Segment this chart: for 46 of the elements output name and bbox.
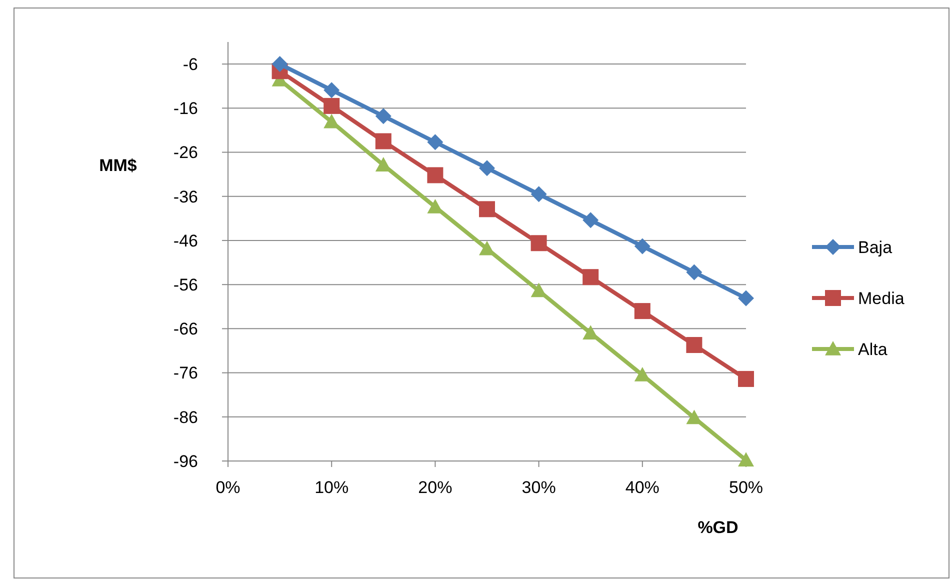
y-tick-label: -66 [173,320,198,339]
point [634,366,650,382]
y-axis-title: MM$ [99,156,138,175]
x-tick-label: 40% [625,478,660,497]
legend-label: Baja [858,238,893,257]
point [375,133,392,150]
point [427,167,444,184]
point [634,238,650,254]
point [324,82,340,98]
y-tick-label: -96 [173,452,198,471]
point [324,98,340,114]
x-tick-label: 20% [418,478,452,497]
y-tick-label: -36 [173,187,198,206]
x-axis-title: %GD [698,518,738,537]
x-tick-label: 10% [314,478,349,497]
x-tick-label: 30% [522,478,556,497]
point [582,212,599,228]
point [686,410,702,424]
point [738,370,754,387]
y-tick-label: -46 [173,231,198,250]
point [479,201,495,218]
point [530,282,547,298]
y-tick-label: -86 [173,408,198,427]
y-tick-label: -26 [173,143,198,162]
point [634,303,650,320]
x-tick-label: 0% [216,478,240,497]
point [479,240,495,256]
y-tick-label: -16 [173,99,198,118]
point [479,160,495,176]
point [582,269,599,286]
point [530,186,547,202]
legend-label: Alta [858,340,888,359]
point [738,452,754,467]
legend-label: Media [858,288,905,308]
y-tick-label: -56 [173,276,198,295]
point [375,157,392,172]
point [686,264,702,280]
point [375,108,392,124]
point [738,290,754,306]
y-tick-label: -76 [173,364,198,383]
point [686,337,702,354]
y-tick-label: -6 [182,55,198,74]
x-tick-label: 50% [728,478,764,497]
point [530,235,547,252]
point [272,56,288,72]
point [427,134,444,150]
